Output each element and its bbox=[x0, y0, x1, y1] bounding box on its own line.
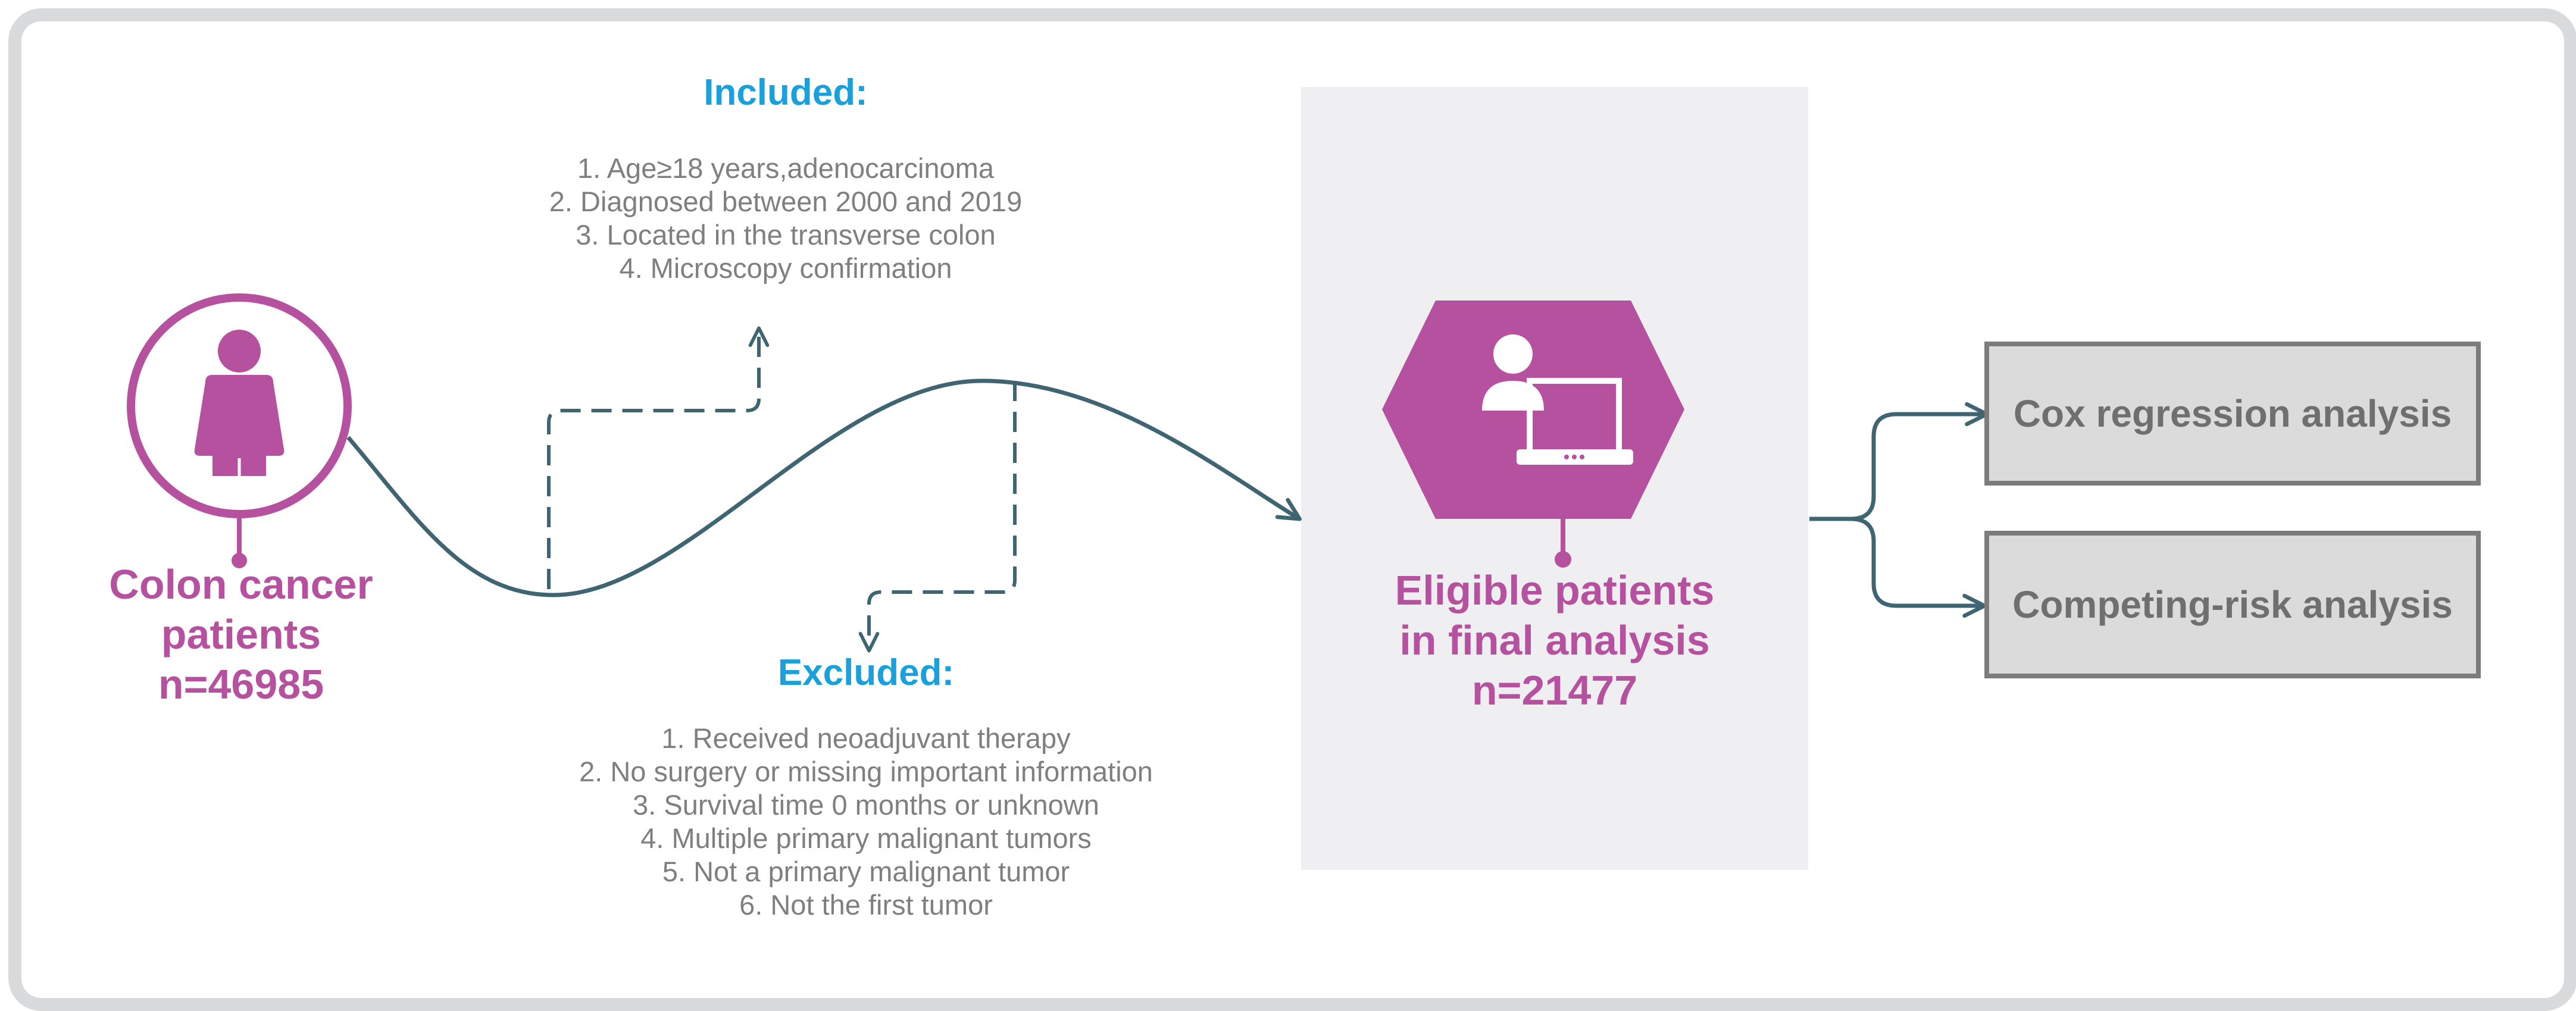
included-item: 4. Microscopy confirmation bbox=[619, 252, 952, 284]
start-node-line1: Colon cancer bbox=[109, 561, 373, 608]
included-item: 1. Age≥18 years,adenocarcinoma bbox=[577, 152, 994, 184]
excluded-item: 5. Not a primary malignant tumor bbox=[662, 856, 1070, 887]
main-flow-curve bbox=[346, 378, 1302, 597]
excluded-item: 4. Multiple primary malignant tumors bbox=[640, 822, 1092, 854]
excluded-item: 2. No surgery or missing important infor… bbox=[579, 756, 1153, 787]
included-item: 3. Located in the transverse colon bbox=[576, 219, 996, 251]
start-node-line2: patients bbox=[161, 611, 321, 658]
excluded-list: 1. Received neoadjuvant therapy 2. No su… bbox=[479, 722, 1253, 922]
included-heading: Included: bbox=[704, 72, 868, 113]
person-icon bbox=[127, 293, 352, 568]
eligible-count: n=21477 bbox=[1471, 667, 1638, 713]
included-list: 1. Age≥18 years,adenocarcinoma 2. Diagno… bbox=[488, 152, 1083, 285]
included-item: 2. Diagnosed between 2000 and 2019 bbox=[549, 186, 1023, 217]
cox-regression-box: Cox regression analysis bbox=[1984, 342, 2481, 486]
eligible-line1: Eligible patients bbox=[1395, 567, 1715, 614]
analysis-brace bbox=[1809, 412, 1982, 606]
start-node-count: n=46985 bbox=[158, 661, 324, 708]
competing-risk-box: Competing-risk analysis bbox=[1984, 531, 2481, 678]
excluded-item: 3. Survival time 0 months or unknown bbox=[633, 789, 1099, 821]
included-dashed-arrow bbox=[547, 326, 770, 589]
excluded-dashed-arrow bbox=[858, 381, 1017, 653]
eligible-line2: in final analysis bbox=[1399, 617, 1710, 663]
excluded-item: 1. Received neoadjuvant therapy bbox=[661, 722, 1071, 754]
eligible-label: Eligible patients in final analysis n=21… bbox=[1301, 565, 1808, 715]
doctor-at-computer-icon bbox=[1382, 301, 1684, 568]
start-node-label: Colon cancer patients n=46985 bbox=[60, 559, 423, 709]
excluded-heading: Excluded: bbox=[777, 652, 955, 693]
excluded-item: 6. Not the first tumor bbox=[739, 889, 993, 921]
